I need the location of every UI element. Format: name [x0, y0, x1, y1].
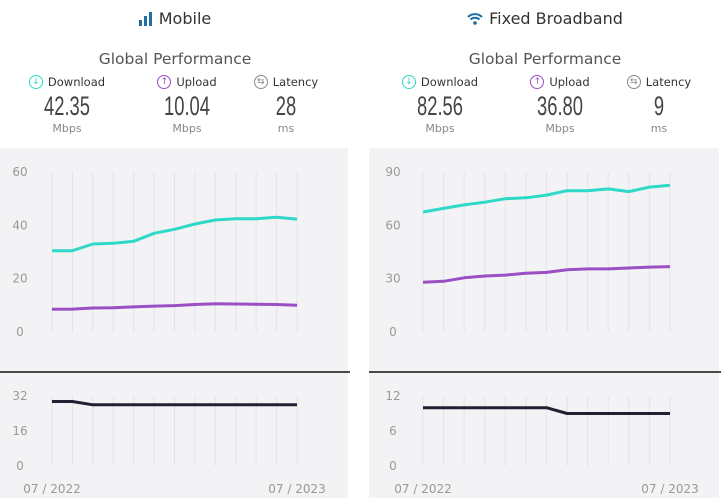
latency-metric: ⇆ Latency 9 ms — [613, 75, 705, 135]
y-tick-label: 6 — [389, 424, 397, 438]
y-tick-label: 0 — [389, 459, 397, 473]
download-metric: ↓ Download 82.56 Mbps — [394, 75, 486, 135]
x-tick-label: 07 / 2022 — [394, 482, 451, 496]
fixed-broadband-panel: Fixed Broadband Global Performance ↓ Down… — [369, 0, 721, 498]
y-tick-label: 90 — [385, 165, 400, 179]
upload-metric: ↑ Upload 10.04 Mbps — [141, 75, 233, 135]
panel-title: Mobile — [0, 9, 350, 28]
signal-bars-icon — [138, 11, 152, 26]
x-tick-label: 07 / 2023 — [641, 482, 698, 496]
subtitle: Global Performance — [468, 50, 622, 68]
x-tick-label: 07 / 2022 — [23, 482, 80, 496]
download-icon: ↓ — [401, 75, 416, 89]
mobile-panel: Mobile Global Performance ↓ Download 42.3… — [0, 0, 350, 498]
panel-title: Fixed Broadband — [369, 9, 721, 28]
y-tick-label: 60 — [385, 218, 400, 232]
download-icon: ↓ — [28, 75, 43, 89]
fixed-broadband-charts: 0 30 60 90 0 6 12 07 / 2022 07 / 2023 — [369, 148, 721, 498]
upload-icon: ↑ — [157, 75, 172, 89]
y-tick-label: 60 — [12, 165, 27, 179]
upload-icon: ↑ — [530, 75, 545, 89]
subtitle: Global Performance — [98, 50, 252, 68]
y-tick-label: 32 — [12, 389, 27, 403]
y-tick-label: 12 — [385, 389, 400, 403]
y-tick-label: 0 — [16, 459, 24, 473]
chart-background — [369, 148, 719, 498]
upload-metric: ↑ Upload 36.80 Mbps — [514, 75, 606, 135]
y-tick-label: 30 — [385, 272, 400, 286]
y-tick-label: 40 — [12, 218, 27, 232]
latency-metric: ⇆ Latency 28 ms — [240, 75, 332, 135]
wifi-icon — [467, 13, 483, 25]
download-metric: ↓ Download 42.35 Mbps — [21, 75, 113, 135]
mobile-charts: 0 20 40 60 0 16 32 07 / 2022 07 / 2023 — [0, 148, 350, 498]
y-tick-label: 20 — [12, 272, 27, 286]
y-tick-label: 16 — [12, 424, 27, 438]
latency-icon: ⇆ — [253, 75, 268, 89]
latency-icon: ⇆ — [626, 75, 641, 89]
y-tick-label: 0 — [16, 325, 24, 339]
y-tick-label: 0 — [389, 325, 397, 339]
x-tick-label: 07 / 2023 — [268, 482, 325, 496]
